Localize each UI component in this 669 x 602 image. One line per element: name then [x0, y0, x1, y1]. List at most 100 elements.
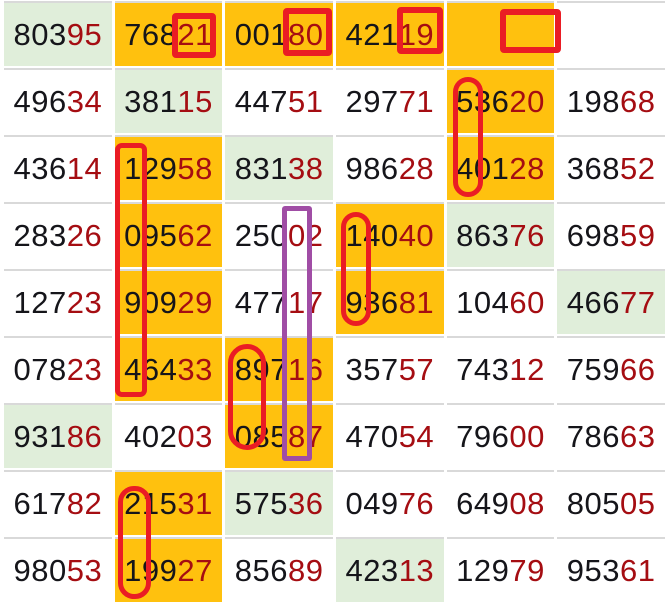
grid-cell-r1c3: 001 80	[225, 3, 333, 66]
digits-dark: 575	[234, 485, 289, 521]
digits-red: 38	[288, 150, 324, 186]
grid-cell-r1c1: 803 95	[4, 3, 112, 66]
digits-dark: 831	[234, 150, 289, 186]
digits-red: 36	[288, 485, 324, 521]
digits-red: 23	[66, 351, 103, 387]
digits-dark: 759	[566, 351, 621, 387]
digits-dark: 049	[345, 485, 399, 521]
digits-red: 59	[620, 217, 656, 253]
grid-cell-r5c1: 127 23	[4, 271, 112, 334]
grid-cell-r7c2: 402 03	[114, 405, 223, 468]
digits-red: 00	[509, 418, 545, 454]
grid-cell-r1c5	[446, 3, 555, 66]
grid-cell-r8c1: 617 82	[4, 472, 112, 535]
digits-red: 81	[398, 284, 435, 320]
grid-cell-r2c4: 297 71	[335, 70, 444, 133]
digits-dark: 649	[456, 485, 510, 521]
digits-red: 95	[66, 16, 103, 52]
grid-cell-r2c6: 198 68	[557, 70, 665, 133]
digits-dark: 297	[345, 83, 399, 119]
digits-dark: 085	[234, 418, 289, 454]
grid-cell-r9c3: 856 89	[225, 539, 333, 602]
digits-red: 80	[288, 16, 324, 52]
grid-cell-r4c4: 140 40	[335, 204, 444, 267]
grid-cell-r8c4: 049 76	[335, 472, 444, 535]
digits-dark: 931	[13, 418, 67, 454]
digits-red: 17	[288, 284, 324, 320]
digits-dark: 496	[13, 83, 67, 119]
digits-dark: 001	[234, 16, 289, 52]
digits-dark: 078	[13, 351, 67, 387]
grid-cell-r1c6	[557, 3, 665, 66]
grid-cell-r5c5: 104 60	[446, 271, 555, 334]
grid-cell-r1c4: 421 19	[335, 3, 444, 66]
grid-cell-r7c3: 085 87	[225, 405, 333, 468]
digits-dark: 909	[124, 284, 178, 320]
digits-dark: 199	[124, 552, 178, 588]
digits-dark: 470	[345, 418, 399, 454]
digits-dark: 127	[13, 284, 67, 320]
grid-cell-r4c2: 095 62	[114, 204, 223, 267]
grid-cell-r8c3: 575 36	[225, 472, 333, 535]
grid-cell-r2c2: 381 15	[114, 70, 223, 133]
digits-dark: 936	[345, 284, 399, 320]
grid-cell-r6c3: 897 16	[225, 338, 333, 401]
digits-red: 61	[620, 552, 656, 588]
digits-red: 08	[509, 485, 545, 521]
digits-red: 60	[509, 284, 545, 320]
grid-cell-r4c3: 250 02	[225, 204, 333, 267]
digits-dark: 805	[566, 485, 621, 521]
digits-dark: 423	[345, 552, 399, 588]
grid-cell-r6c2: 464 33	[114, 338, 223, 401]
digits-dark: 698	[566, 217, 621, 253]
digits-dark: 283	[13, 217, 67, 253]
digits-dark: 863	[456, 217, 510, 253]
digits-dark: 447	[234, 83, 289, 119]
grid-cell-r6c6: 759 66	[557, 338, 665, 401]
grid-cell-r3c5: 401 28	[446, 137, 555, 200]
grid-cell-r6c1: 078 23	[4, 338, 112, 401]
digits-dark: 104	[456, 284, 510, 320]
digits-dark: 856	[234, 552, 289, 588]
grid-cell-r2c3: 447 51	[225, 70, 333, 133]
digits-dark: 368	[566, 150, 621, 186]
digits-red: 57	[398, 351, 435, 387]
digits-dark: 980	[13, 552, 67, 588]
digits-red: 19	[398, 16, 435, 52]
digits-red: 05	[620, 485, 656, 521]
grid-cell-r3c2: 129 58	[114, 137, 223, 200]
digits-dark: 401	[456, 150, 510, 186]
number-grid: 803 95 768 21 001 80 421 19 496 34 381 15 447 51 297 71…	[4, 3, 665, 602]
digits-dark: 215	[124, 485, 178, 521]
grid-cell-r3c3: 831 38	[225, 137, 333, 200]
grid-cell-r7c1: 931 86	[4, 405, 112, 468]
digits-dark: 140	[345, 217, 399, 253]
digits-red: 14	[66, 150, 103, 186]
digits-red: 13	[398, 552, 435, 588]
grid-cell-r3c6: 368 52	[557, 137, 665, 200]
digits-red: 53	[66, 552, 103, 588]
digits-red: 79	[509, 552, 545, 588]
grid-cell-r9c2: 199 27	[114, 539, 223, 602]
digits-red: 76	[509, 217, 545, 253]
grid-cell-r2c1: 496 34	[4, 70, 112, 133]
digits-dark: 768	[124, 16, 178, 52]
grid-cell-r1c2: 768 21	[114, 3, 223, 66]
digits-dark: 953	[566, 552, 621, 588]
digits-red: 51	[288, 83, 324, 119]
digits-red: 62	[177, 217, 213, 253]
digits-red: 23	[66, 284, 103, 320]
digits-dark: 617	[13, 485, 67, 521]
grid-cell-r9c1: 980 53	[4, 539, 112, 602]
digits-dark: 796	[456, 418, 510, 454]
grid-cell-r7c4: 470 54	[335, 405, 444, 468]
digits-red: 02	[288, 217, 324, 253]
digits-red: 66	[620, 351, 656, 387]
digits-dark: 466	[566, 284, 621, 320]
digits-red: 40	[398, 217, 435, 253]
digits-dark: 129	[456, 552, 510, 588]
digits-dark: 986	[345, 150, 399, 186]
grid-cell-r6c5: 743 12	[446, 338, 555, 401]
digits-red: 15	[177, 83, 213, 119]
digits-red: 68	[620, 83, 656, 119]
